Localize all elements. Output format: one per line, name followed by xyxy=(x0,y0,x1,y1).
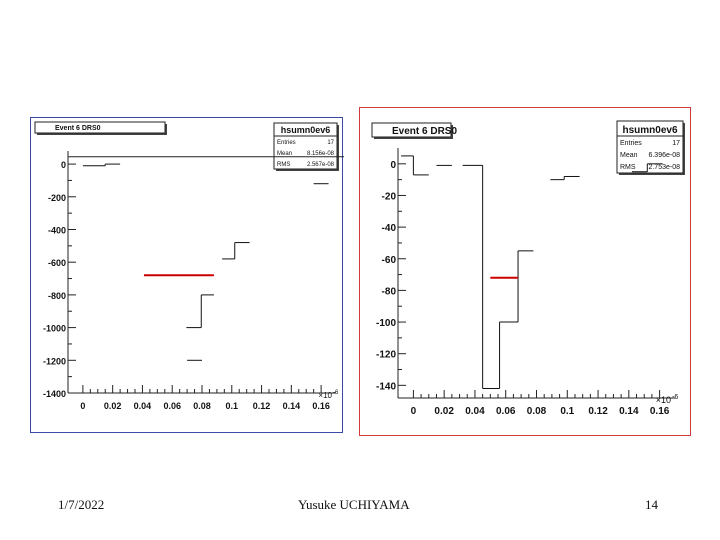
stats-box xyxy=(616,120,684,174)
histogram-left-svg: Event 6 DRS0 hsumn0ev6 Entries 17 Mean 8.156e… xyxy=(34,121,344,411)
x-multiplier-exponent: -6 xyxy=(672,394,678,401)
x-tick-label: 0.12 xyxy=(588,406,608,417)
stats-box-name: hsumn0ev6 xyxy=(281,125,331,135)
y-tick-label: -1200 xyxy=(43,356,66,366)
stats-label: Mean xyxy=(620,152,638,159)
y-tick-label: -120 xyxy=(376,350,396,361)
y-tick-label: 0 xyxy=(390,160,396,171)
histogram-right-svg: Event 6 DRS0 hsumn0ev6 Entries 17 Mean 6.396e… xyxy=(371,120,685,417)
x-tick-label: 0.14 xyxy=(283,401,301,411)
stats-value: 2.753e-08 xyxy=(648,164,680,171)
y-tick-label: 0 xyxy=(61,160,66,170)
footer-date: 1/7/2022 xyxy=(58,497,105,512)
stats-label: RMS xyxy=(277,162,290,168)
title-box xyxy=(34,121,166,134)
x-tick-label: 0.14 xyxy=(619,406,639,417)
x-tick-label: 0.16 xyxy=(650,406,670,417)
y-tick-label: -80 xyxy=(382,286,397,297)
histogram-panel-right: Event 6 DRS0 hsumn0ev6 Entries 17 Mean 6.396e… xyxy=(359,107,691,436)
stats-value: 8.156e-08 xyxy=(307,151,335,157)
x-tick-label: 0.02 xyxy=(104,401,122,411)
y-tick-label: -20 xyxy=(382,191,397,202)
stats-label: Entries xyxy=(277,140,296,146)
x-tick-label: 0.1 xyxy=(226,401,239,411)
stats-box xyxy=(273,122,338,170)
footer-page-number: 14 xyxy=(645,497,658,512)
chart-title: Event 6 DRS0 xyxy=(55,125,101,132)
y-tick-label: -400 xyxy=(48,225,66,235)
x-tick-label: 0 xyxy=(80,401,85,411)
stats-value: 17 xyxy=(327,140,334,146)
stats-box-name: hsumn0ev6 xyxy=(622,125,677,136)
y-tick-label: -100 xyxy=(376,318,396,329)
x-tick-label: 0.08 xyxy=(193,401,211,411)
stats-label: Mean xyxy=(277,151,292,157)
y-tick-label: -1000 xyxy=(43,324,66,334)
y-tick-label: -600 xyxy=(48,258,66,268)
x-multiplier-exponent: -6 xyxy=(333,390,339,396)
footer-author: Yusuke UCHIYAMA xyxy=(298,497,410,512)
chart-title: Event 6 DRS0 xyxy=(392,126,457,137)
x-tick-label: 0.04 xyxy=(134,401,152,411)
x-tick-label: 0.06 xyxy=(163,401,181,411)
x-tick-label: 0.1 xyxy=(560,406,574,417)
y-tick-label: -1400 xyxy=(43,389,66,399)
x-tick-label: 0.12 xyxy=(253,401,271,411)
y-tick-label: -200 xyxy=(48,193,66,203)
y-tick-label: -60 xyxy=(382,255,397,266)
y-tick-label: -800 xyxy=(48,291,66,301)
x-tick-label: 0.08 xyxy=(527,406,547,417)
y-tick-label: -140 xyxy=(376,381,396,392)
x-tick-label: 0.02 xyxy=(434,406,454,417)
y-tick-label: -40 xyxy=(382,223,397,234)
title-box xyxy=(371,122,452,138)
x-tick-label: 0 xyxy=(411,406,417,417)
stats-value: 6.396e-08 xyxy=(648,152,680,159)
stats-value: 17 xyxy=(672,140,680,147)
histogram-panel-left: Event 6 DRS0 hsumn0ev6 Entries 17 Mean 8.156e… xyxy=(30,117,344,433)
stats-label: RMS xyxy=(620,164,636,171)
x-multiplier-label: ×10 xyxy=(318,391,332,400)
stats-value: 2.567e-08 xyxy=(307,162,335,168)
x-tick-label: 0.16 xyxy=(312,401,330,411)
x-tick-label: 0.06 xyxy=(496,406,516,417)
stats-label: Entries xyxy=(620,140,642,147)
x-tick-label: 0.04 xyxy=(465,406,485,417)
x-multiplier-label: ×10 xyxy=(656,395,671,405)
